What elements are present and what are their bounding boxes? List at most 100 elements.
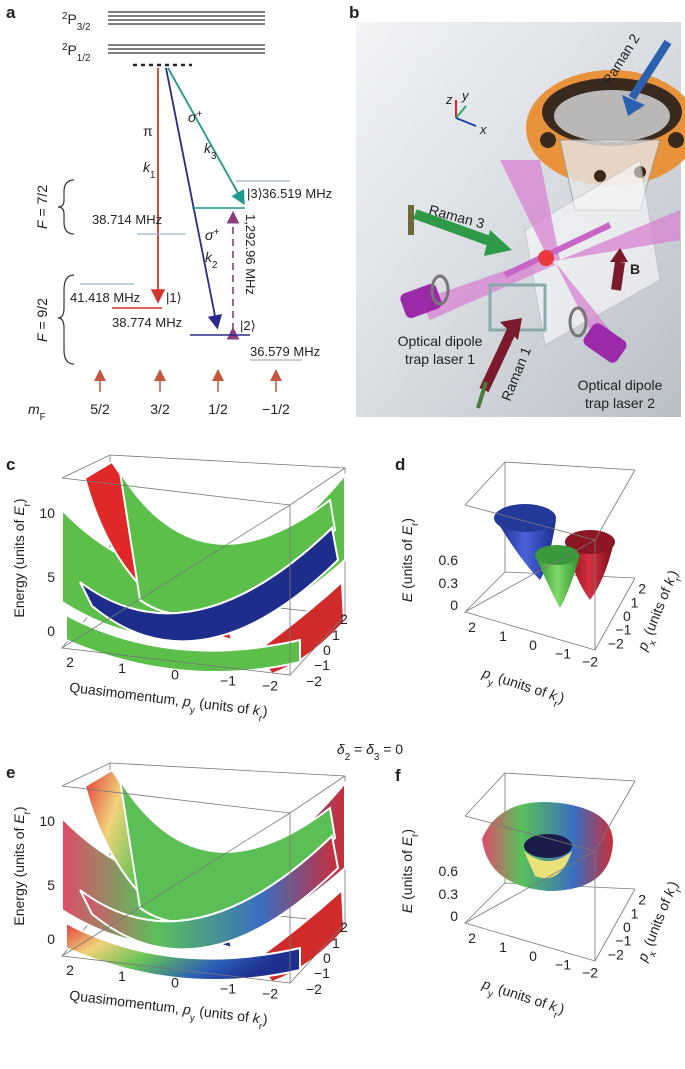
mf-value: 3/2	[150, 401, 170, 417]
text-part: +	[213, 227, 219, 238]
text-part: x	[647, 639, 659, 648]
py-tick-label: −1	[555, 957, 571, 973]
text-part: P	[67, 11, 76, 27]
z-axis-label: E (units of Er)	[399, 518, 421, 602]
x-tick-label: 2	[66, 654, 74, 670]
text-part: 2	[62, 11, 67, 22]
text-part: x	[647, 950, 659, 959]
surface	[494, 504, 556, 532]
py-axis-label: py (units of kr)	[478, 664, 567, 711]
depth-tick-label: 2	[340, 611, 348, 627]
px-tick-label: 0	[623, 608, 631, 624]
text-part: 3	[374, 752, 380, 763]
level-label: 2P3/2	[62, 11, 90, 33]
y-tick-label: 0	[47, 931, 55, 947]
shift-label: 36.519 MHz	[262, 186, 332, 201]
panel-label: f	[395, 766, 401, 785]
px-tick-label: 1	[631, 594, 639, 610]
text-part: 3/2	[77, 22, 91, 33]
transition-label: σ+	[188, 109, 202, 126]
surface	[565, 530, 615, 554]
transition-label: π	[143, 123, 153, 139]
text-part: r	[410, 833, 421, 837]
z-tick-label: 0.3	[439, 886, 459, 902]
level-diagram	[57, 11, 302, 392]
text-part: = 9/2	[34, 298, 50, 334]
y-tick-label: 0	[47, 623, 55, 639]
text-part: F	[34, 219, 50, 229]
px-tick-label: 2	[638, 581, 646, 597]
text-part: = 0	[379, 741, 403, 757]
x-axis-label: Quasimomentum, py (units of kr)	[68, 987, 269, 1033]
depth-tick-label: 1	[332, 627, 340, 643]
text-part: r	[410, 522, 421, 526]
text-part: k	[143, 159, 151, 175]
x-tick-label: −1	[220, 673, 236, 689]
surface	[524, 834, 572, 858]
text-part: F	[34, 332, 50, 342]
depth-tick-label: −2	[306, 673, 322, 689]
mf-value: −1/2	[262, 401, 290, 417]
text-part: +	[196, 109, 202, 120]
px-tick-label: 1	[631, 905, 639, 921]
transition-label: k2	[205, 249, 217, 271]
axis-label: z	[445, 92, 453, 107]
z-axis-label: E (units of Er)	[399, 829, 421, 913]
panel-label: b	[349, 3, 359, 22]
f-label: F = 7/2	[34, 185, 50, 229]
shift-label: 1,292.96 MHz	[243, 214, 258, 295]
axis-label: x	[479, 122, 487, 137]
text-part: y	[189, 704, 195, 716]
text-part: )	[557, 1000, 566, 1017]
beam-label: Optical dipole	[578, 377, 663, 393]
z-tick-label: 0.6	[439, 863, 459, 879]
depth-tick-label: 2	[340, 919, 348, 935]
surface-plot: f0.60.30E (units of Er)210−1 −2py (units …	[395, 766, 684, 1021]
shift-label: 38.774 MHz	[112, 315, 182, 330]
box-front	[463, 469, 636, 651]
text-part: E	[399, 836, 415, 846]
x-tick-label: −1	[220, 981, 236, 997]
condition-label: δ2 = δ3 = 0	[337, 741, 403, 763]
text-part: r	[258, 1021, 263, 1032]
depth-tick-label: 0	[323, 950, 331, 966]
text-part: P	[67, 42, 76, 58]
text-part: 3	[211, 151, 217, 162]
panel-label: d	[395, 455, 405, 474]
text-part: Quasimomentum,	[69, 987, 184, 1017]
py-tick-label: 0	[529, 948, 537, 964]
text-part: r	[552, 698, 559, 710]
mf-value: 1/2	[208, 401, 228, 417]
px-tick-label: 2	[638, 892, 646, 908]
z-tick-label: 0	[450, 597, 458, 613]
z-tick-label: 0	[450, 908, 458, 924]
text-part: δ	[366, 741, 374, 757]
state-label: |1⟩	[166, 290, 182, 305]
text-part: k	[252, 701, 262, 718]
box-back	[464, 772, 636, 924]
depth-tick-label: −1	[314, 657, 330, 673]
surface	[79, 833, 340, 951]
box-front	[463, 780, 636, 962]
text-part: p	[181, 1001, 192, 1018]
text-part: p	[181, 693, 192, 710]
text-part: r	[552, 1009, 559, 1021]
text-part: )	[262, 1011, 269, 1027]
text-part: E	[11, 814, 27, 824]
x-tick-label: −2	[262, 986, 278, 1002]
surface	[524, 851, 572, 879]
mf-value: 5/2	[90, 401, 110, 417]
text-part: (units of	[493, 979, 553, 1012]
px-tick-label: −1	[615, 622, 631, 638]
text-part: (units of	[195, 694, 254, 717]
transition-label: σ+	[205, 227, 219, 244]
text-part: m	[28, 401, 40, 417]
beam-label: Optical dipole	[398, 333, 483, 349]
depth-tick-label: 1	[332, 935, 340, 951]
mf-label: mF	[28, 401, 46, 423]
shift-label: 41.418 MHz	[70, 290, 140, 305]
box-front	[60, 467, 346, 676]
f-label: F = 9/2	[34, 298, 50, 342]
px-tick-label: −2	[608, 635, 624, 651]
